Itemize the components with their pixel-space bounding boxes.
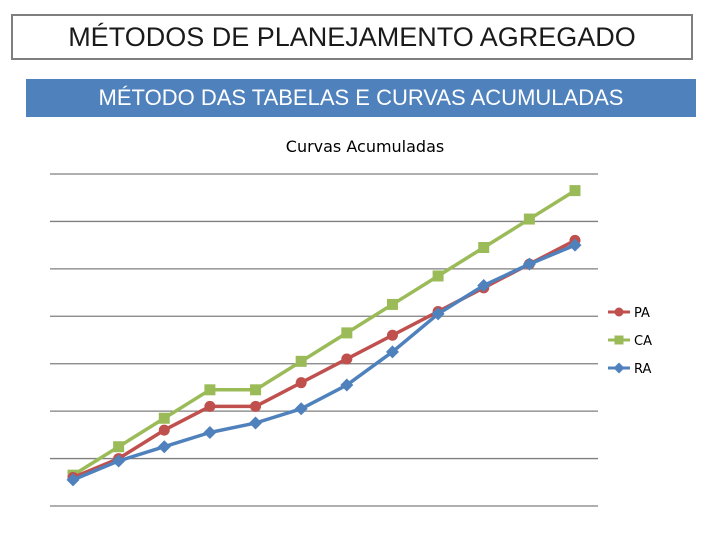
legend-label: PA — [634, 306, 650, 321]
legend-item-ra: RA — [608, 362, 652, 377]
data-point-ca — [523, 213, 535, 225]
chart-gridlines — [50, 173, 598, 507]
data-point-pa — [341, 353, 353, 365]
data-point-ra — [203, 425, 217, 439]
data-point-pa — [386, 329, 398, 341]
legend-swatch-marker — [614, 307, 624, 317]
data-point-pa — [204, 400, 216, 412]
data-point-pa — [158, 424, 170, 436]
data-point-ca — [204, 384, 216, 396]
data-point-ra — [249, 416, 263, 430]
series-ra — [66, 238, 582, 487]
data-point-ca — [113, 441, 125, 453]
data-point-ca — [569, 185, 581, 197]
data-point-ca — [250, 384, 262, 396]
data-point-ca — [386, 298, 398, 310]
data-point-ca — [158, 412, 170, 424]
data-point-ra — [568, 238, 582, 252]
data-point-ra — [340, 378, 354, 392]
data-point-ra — [112, 454, 126, 468]
series-pa — [67, 234, 581, 484]
series-line-ra — [72, 243, 576, 482]
legend-item-ca: CA — [608, 334, 652, 349]
legend-swatch-marker — [613, 362, 625, 374]
data-point-ca — [432, 270, 444, 282]
data-point-ra — [157, 440, 171, 454]
data-point-ca — [478, 242, 490, 254]
data-point-ra — [431, 307, 445, 321]
legend-item-pa: PA — [608, 306, 650, 321]
legend-swatch-marker — [614, 335, 624, 345]
section-banner: MÉTODO DAS TABELAS E CURVAS ACUMULADAS — [26, 79, 696, 117]
chart-legend: PA CA RA — [608, 306, 652, 377]
data-point-pa — [295, 377, 307, 389]
data-point-ra — [294, 402, 308, 416]
chart-series — [66, 185, 582, 487]
data-point-ra — [477, 278, 491, 292]
section-banner-text: MÉTODO DAS TABELAS E CURVAS ACUMULADAS — [98, 85, 624, 110]
slide-title: MÉTODOS DE PLANEJAMENTO AGREGADO — [11, 14, 693, 60]
data-point-pa — [250, 400, 262, 412]
data-point-ca — [295, 355, 307, 367]
data-point-ra — [385, 345, 399, 359]
data-point-ra — [66, 473, 80, 487]
series-line-pa — [72, 238, 576, 480]
legend-label: CA — [634, 334, 652, 349]
series-ca — [67, 185, 581, 481]
slide-title-text: MÉTODOS DE PLANEJAMENTO AGREGADO — [68, 21, 636, 52]
series-line-ca — [72, 189, 576, 477]
data-point-ra — [522, 257, 536, 271]
legend-label: RA — [634, 362, 652, 377]
data-point-ca — [341, 327, 353, 339]
chart-title: Curvas Acumuladas — [285, 137, 445, 156]
